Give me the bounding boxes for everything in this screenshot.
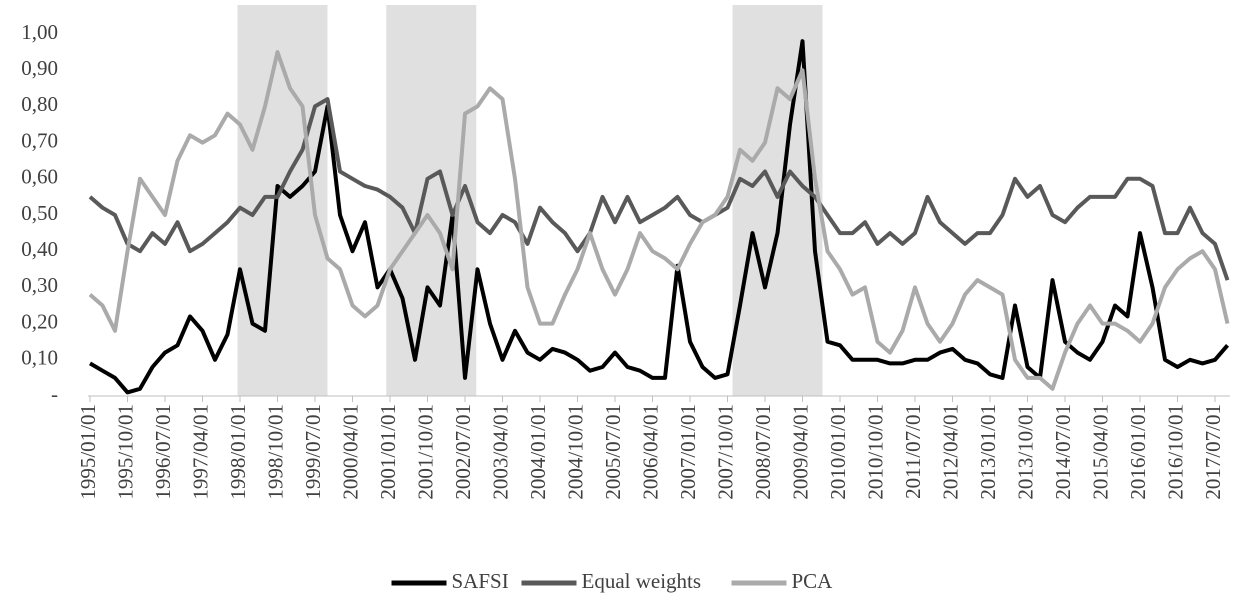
x-tick-label: 2013/10/01 xyxy=(1013,404,1037,500)
y-tick-label: 0,60 xyxy=(21,165,58,189)
x-tick-label: 2001/01/01 xyxy=(376,404,400,500)
x-tick-label: 1999/07/01 xyxy=(301,404,325,500)
x-tick-label: 2000/04/01 xyxy=(338,404,362,500)
x-tick-label: 2016/10/01 xyxy=(1163,404,1187,500)
x-tick-label: 2015/04/01 xyxy=(1088,404,1112,500)
x-tick-label: 1995/01/01 xyxy=(76,404,100,500)
x-tick-label: 2011/07/01 xyxy=(901,404,925,499)
y-tick-label: 0,20 xyxy=(21,309,58,333)
x-tick-label: 2007/10/01 xyxy=(713,404,737,500)
y-tick-label: 0,80 xyxy=(21,92,58,116)
x-tick-label: 2007/01/01 xyxy=(676,404,700,500)
y-tick-label: 1,00 xyxy=(21,20,58,44)
y-tick-label: 0,50 xyxy=(21,201,58,225)
y-tick-label: 0,10 xyxy=(21,346,58,370)
x-tick-label: 2013/01/01 xyxy=(976,404,1000,500)
x-tick-label: 2010/01/01 xyxy=(826,404,850,500)
series-line xyxy=(88,50,1230,391)
x-tick-label: 1995/10/01 xyxy=(113,404,137,500)
x-tick-label: 1997/04/01 xyxy=(188,404,212,500)
legend-label: SAFSI xyxy=(452,569,509,593)
x-tick-label: 2005/07/01 xyxy=(601,404,625,500)
x-tick-label: 2004/01/01 xyxy=(526,404,550,500)
y-tick-label: 0,70 xyxy=(21,128,58,152)
x-tick-label: 2002/07/01 xyxy=(451,404,475,500)
y-tick-label: 0,40 xyxy=(21,237,58,261)
shaded-period xyxy=(732,5,823,396)
x-tick-label: 1996/07/01 xyxy=(151,404,175,500)
x-tick-label: 2014/07/01 xyxy=(1051,404,1075,500)
x-tick-label: 2001/10/01 xyxy=(413,404,437,500)
y-tick-label: 0,90 xyxy=(21,56,58,80)
legend-label: PCA xyxy=(792,569,834,593)
x-tick-label: 2003/04/01 xyxy=(488,404,512,500)
series-line xyxy=(88,97,1230,281)
x-tick-label: 2004/10/01 xyxy=(563,404,587,500)
y-tick-label: - xyxy=(51,382,58,406)
x-tick-label: 2009/04/01 xyxy=(788,404,812,500)
legend-label: Equal weights xyxy=(582,569,702,593)
x-tick-label: 2010/10/01 xyxy=(863,404,887,500)
x-tick-label: 1998/10/01 xyxy=(263,404,287,500)
x-tick-label: 2017/07/01 xyxy=(1201,404,1225,500)
x-tick-label: 1998/01/01 xyxy=(226,404,250,500)
x-tick-label: 2006/04/01 xyxy=(638,404,662,500)
x-tick-label: 2008/07/01 xyxy=(751,404,775,500)
x-tick-label: 2012/04/01 xyxy=(938,404,962,500)
y-tick-label: 0,30 xyxy=(21,273,58,297)
x-tick-label: 2016/01/01 xyxy=(1126,404,1150,500)
